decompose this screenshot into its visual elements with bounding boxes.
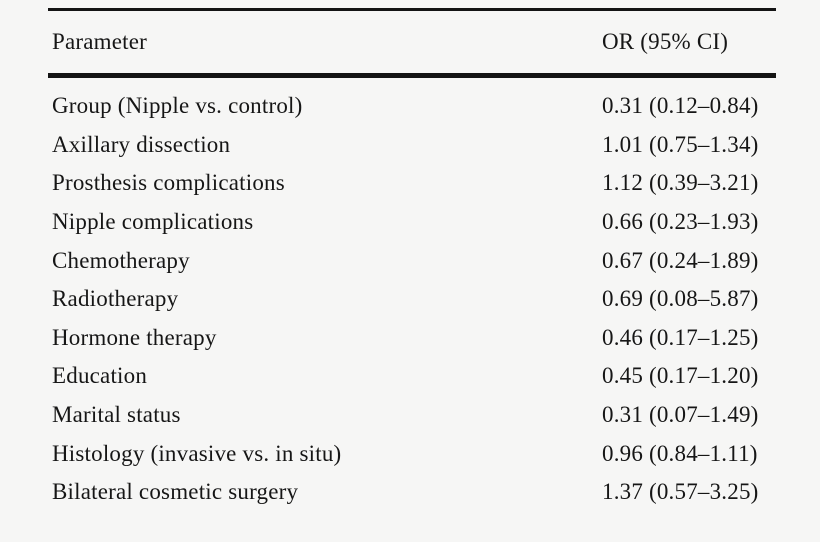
parameter-cell: Prosthesis complications: [52, 170, 285, 196]
or-ci-cell: 0.31 (0.07–1.49): [602, 402, 759, 428]
or-ci-cell: 1.37 (0.57–3.25): [602, 479, 759, 505]
parameter-cell: Group (Nipple vs. control): [52, 93, 303, 119]
or-ci-cell: 0.45 (0.17–1.20): [602, 363, 759, 389]
or-ci-cell: 0.67 (0.24–1.89): [602, 247, 759, 273]
or-ci-cell: 0.66 (0.23–1.93): [602, 209, 759, 235]
parameter-cell: Education: [52, 363, 148, 389]
or-ci-cell: 1.12 (0.39–3.21): [602, 170, 759, 196]
table-row: Hormone therapy 0.46 (0.17–1.25): [48, 319, 776, 358]
parameter-cell: Bilateral cosmetic surgery: [52, 479, 299, 505]
table-row: Marital status 0.31 (0.07–1.49): [48, 396, 776, 435]
table-top-rule: [48, 8, 776, 11]
table-row: Prosthesis complications 1.12 (0.39–3.21…: [48, 164, 776, 203]
parameter-cell: Chemotherapy: [52, 247, 190, 273]
or-ci-cell: 0.31 (0.12–0.84): [602, 93, 759, 119]
parameter-cell: Radiotherapy: [52, 286, 179, 312]
or-ci-cell: 0.46 (0.17–1.25): [602, 324, 759, 350]
table-row: Radiotherapy 0.69 (0.08–5.87): [48, 280, 776, 319]
column-header-parameter: Parameter: [52, 29, 148, 54]
parameter-cell: Hormone therapy: [52, 324, 217, 350]
results-table: Parameter OR (95% CI) Group (Nipple vs. …: [48, 8, 776, 512]
table-row: Axillary dissection 1.01 (0.75–1.34): [48, 126, 776, 165]
table-row: Histology (invasive vs. in situ) 0.96 (0…: [48, 434, 776, 473]
table-row: Chemotherapy 0.67 (0.24–1.89): [48, 241, 776, 280]
or-ci-cell: 1.01 (0.75–1.34): [602, 131, 759, 157]
column-header-or-ci: OR (95% CI): [602, 29, 729, 54]
parameter-cell: Nipple complications: [52, 209, 254, 235]
table-header-row: Parameter OR (95% CI): [48, 11, 776, 73]
table-row: Nipple complications 0.66 (0.23–1.93): [48, 203, 776, 242]
table-body: Group (Nipple vs. control) 0.31 (0.12–0.…: [48, 78, 776, 512]
or-ci-cell: 0.69 (0.08–5.87): [602, 286, 759, 312]
parameter-cell: Axillary dissection: [52, 131, 231, 157]
parameter-cell: Marital status: [52, 402, 181, 428]
table-row: Education 0.45 (0.17–1.20): [48, 357, 776, 396]
table-header-rule: [48, 73, 776, 78]
or-ci-cell: 0.96 (0.84–1.11): [602, 440, 758, 466]
parameter-cell: Histology (invasive vs. in situ): [52, 440, 342, 466]
table-row: Group (Nipple vs. control) 0.31 (0.12–0.…: [48, 87, 776, 126]
table-row: Bilateral cosmetic surgery 1.37 (0.57–3.…: [48, 473, 776, 512]
